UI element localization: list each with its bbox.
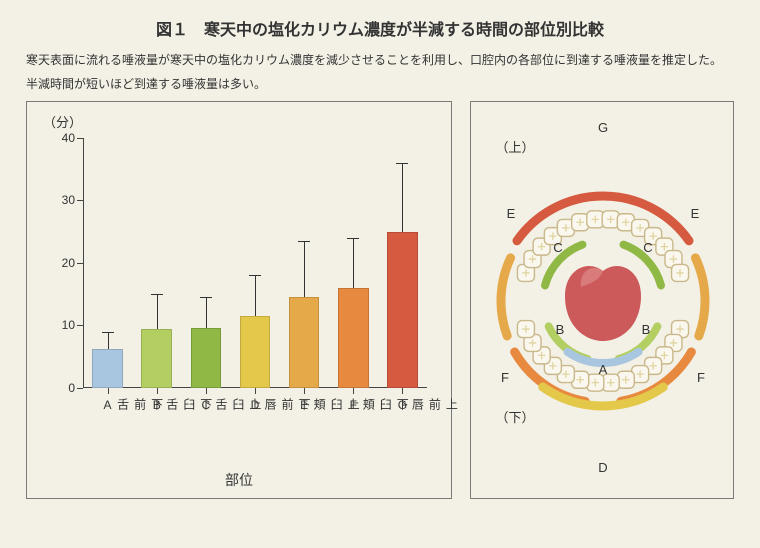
mouth-diagram-svg: G （上） E E C C B B A F F （下） D [471, 102, 735, 500]
y-tick [77, 138, 83, 139]
bar [289, 297, 319, 388]
description-line-1: 寒天表面に流れる唾液量が寒天中の塩化カリウム濃度を減少させることを利用し、口腔内… [26, 50, 734, 70]
error-bar-cap [249, 275, 261, 276]
diagram-label-E-right: E [691, 206, 700, 221]
panels-row: （分） 010203040 下前舌 A下臼舌 B上臼舌 C下前唇 D上臼頬 E下… [26, 101, 734, 499]
error-bar-cap [298, 241, 310, 242]
x-tick [402, 388, 403, 394]
y-tick [77, 325, 83, 326]
x-tick [353, 388, 354, 394]
error-bar-cap [347, 238, 359, 239]
y-axis [83, 138, 84, 388]
x-tick [304, 388, 305, 394]
figure-title: 図１ 寒天中の塩化カリウム濃度が半減する時間の部位別比較 [26, 16, 734, 40]
error-bar [206, 297, 207, 328]
x-tick [108, 388, 109, 394]
diagram-label-D: D [598, 460, 607, 475]
error-bar-cap [200, 297, 212, 298]
diagram-label-C-right: C [643, 240, 652, 255]
diagram-label-F-right: F [697, 370, 705, 385]
x-tick [157, 388, 158, 394]
error-bar [304, 241, 305, 297]
y-tick-label: 20 [51, 256, 75, 270]
y-tick-label: 30 [51, 193, 75, 207]
region-arc-E-left [501, 258, 511, 336]
error-bar [353, 238, 354, 288]
error-bar-cap [102, 332, 114, 333]
error-bar [255, 275, 256, 316]
y-tick [77, 263, 83, 264]
x-category-label: 上前唇 G [395, 398, 460, 413]
error-bar [402, 163, 403, 232]
diagram-label-B-left: B [556, 322, 565, 337]
y-tick-label: 0 [51, 381, 75, 395]
bar [141, 329, 171, 388]
bar-chart-panel: （分） 010203040 下前舌 A下臼舌 B上臼舌 C下前唇 D上臼頬 E下… [26, 101, 452, 499]
diagram-label-upper: （上） [495, 140, 534, 155]
page: 図１ 寒天中の塩化カリウム濃度が半減する時間の部位別比較 寒天表面に流れる唾液量… [0, 0, 760, 499]
y-tick [77, 200, 83, 201]
y-tick-label: 40 [51, 131, 75, 145]
chart-plot-area: 010203040 [83, 138, 427, 388]
diagram-label-C-left: C [553, 240, 562, 255]
tooth [517, 320, 534, 337]
diagram-label-B-right: B [642, 322, 651, 337]
diagram-label-lower: （下） [495, 410, 534, 425]
bar [92, 349, 122, 388]
bar [338, 288, 368, 388]
x-axis-label: 部位 [27, 470, 451, 490]
tongue [565, 266, 641, 341]
diagram-label-F-left: F [501, 370, 509, 385]
error-bar [157, 294, 158, 329]
diagram-label-A: A [599, 362, 608, 377]
y-tick-label: 10 [51, 318, 75, 332]
region-arc-E-right [695, 258, 705, 336]
diagram-label-G: G [598, 120, 608, 135]
x-tick [206, 388, 207, 394]
y-axis-label: （分） [43, 112, 82, 131]
mouth-diagram-panel: G （上） E E C C B B A F F （下） D [470, 101, 734, 499]
bar [191, 328, 221, 388]
diagram-label-E-left: E [507, 206, 516, 221]
description-line-2: 半減時間が短いほど到達する唾液量は多い。 [26, 74, 734, 94]
y-tick [77, 388, 83, 389]
x-tick [255, 388, 256, 394]
error-bar-cap [396, 163, 408, 164]
bar [387, 232, 417, 388]
error-bar [108, 332, 109, 350]
tooth [587, 211, 604, 228]
error-bar-cap [151, 294, 163, 295]
bar [240, 316, 270, 388]
tooth [672, 264, 689, 281]
